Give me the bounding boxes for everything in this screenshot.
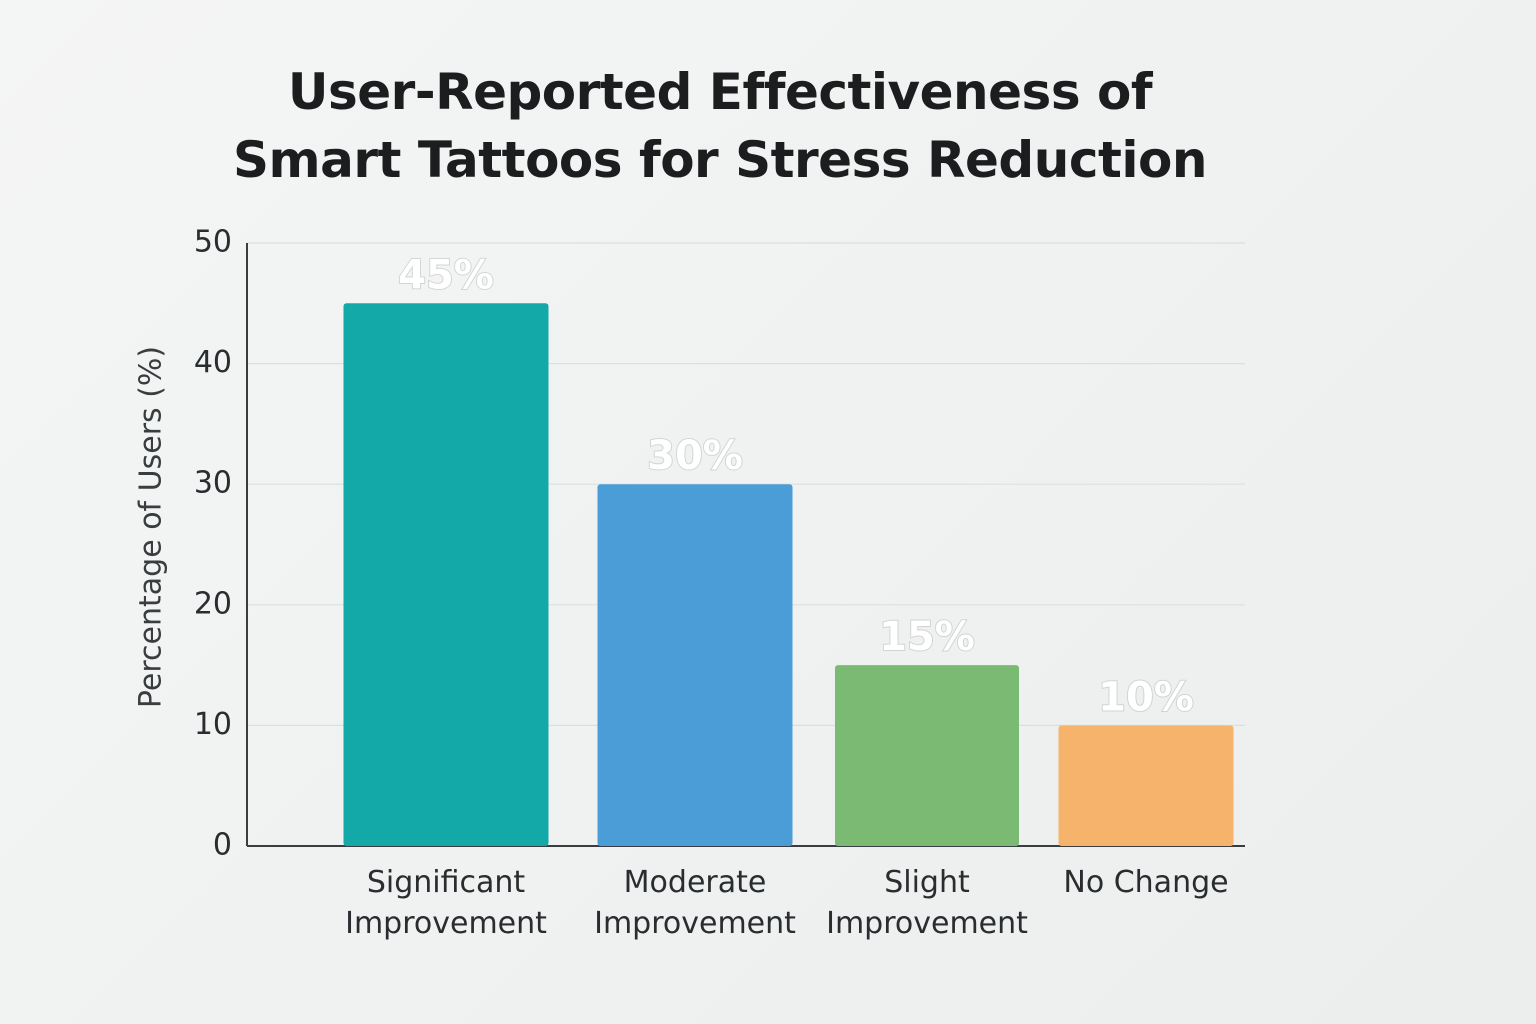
bar <box>1058 725 1234 846</box>
y-tick-label: 50 <box>194 225 232 260</box>
value-label: 45% <box>398 252 494 298</box>
x-tick-label: Moderate Improvement <box>594 865 796 941</box>
y-tick-label: 20 <box>194 586 232 621</box>
bar <box>835 665 1019 846</box>
x-tick-label: No Change <box>1063 865 1229 900</box>
value-label: 10% <box>1098 674 1194 720</box>
x-tick-label: Significant Improvement <box>345 865 547 941</box>
y-axis-label: Percentage of Users (%) <box>134 346 169 708</box>
y-tick-label: 10 <box>194 707 232 742</box>
bar <box>597 484 793 846</box>
value-label: 30% <box>647 433 743 479</box>
y-tick-label: 30 <box>194 466 232 501</box>
bar <box>343 303 549 846</box>
x-tick-label: Slight Improvement <box>826 865 1028 941</box>
value-label: 15% <box>879 614 975 660</box>
y-tick-label: 40 <box>194 345 232 380</box>
chart-title: User-Reported Effectiveness of Smart Tat… <box>233 63 1207 189</box>
y-tick-label: 0 <box>213 828 232 863</box>
